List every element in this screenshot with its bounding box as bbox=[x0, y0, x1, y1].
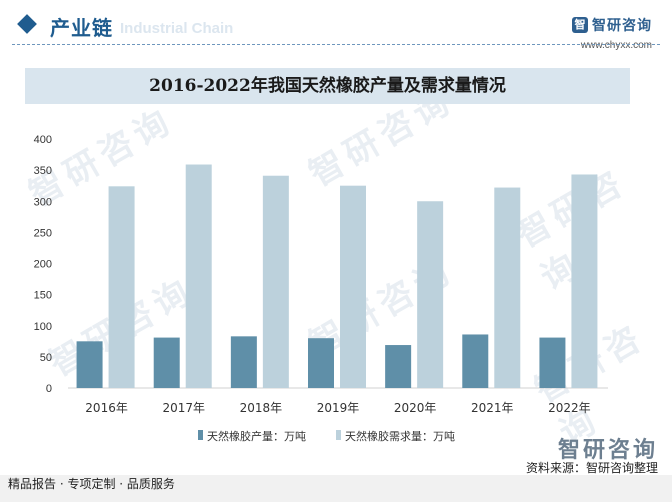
bar-production bbox=[385, 345, 412, 388]
bar-production bbox=[76, 341, 103, 388]
y-tick-label: 200 bbox=[34, 259, 52, 271]
header-divider bbox=[12, 44, 660, 45]
bar-production bbox=[462, 334, 489, 388]
bar-demand bbox=[108, 186, 135, 388]
legend-swatch bbox=[336, 430, 341, 440]
bar-production bbox=[153, 337, 180, 388]
legend-swatch bbox=[198, 430, 203, 440]
footer-slogan: 精品报告 · 专项定制 · 品质服务 bbox=[8, 477, 175, 491]
bar-production bbox=[539, 337, 566, 388]
chart-title-band: 2016-2022年我国天然橡胶产量及需求量情况 bbox=[25, 68, 630, 104]
bar-demand bbox=[417, 201, 444, 388]
bar-chart: 0 50 100 150 200 250 300 350 400 2016年 2017年 2018年 2… bbox=[34, 134, 608, 443]
x-tick-label: 2017年 bbox=[162, 401, 205, 415]
bar-demand bbox=[571, 174, 598, 388]
bar-demand bbox=[185, 164, 212, 388]
brand-url[interactable]: www.chyxx.com bbox=[580, 40, 652, 51]
y-tick-label: 50 bbox=[40, 352, 52, 364]
bar-production bbox=[230, 336, 257, 388]
source-note: 资料来源：智研咨询整理 bbox=[525, 461, 658, 475]
x-tick-label: 2022年 bbox=[548, 401, 591, 415]
bar-demand bbox=[494, 187, 521, 388]
x-tick-label: 2019年 bbox=[317, 401, 360, 415]
x-tick-label: 2016年 bbox=[85, 401, 128, 415]
y-tick-label: 150 bbox=[34, 290, 52, 302]
section-header: 产业链 Industrial Chain 智 智研咨询 www.chyxx.co… bbox=[0, 0, 672, 56]
legend-label: 天然橡胶需求量：万吨 bbox=[345, 429, 455, 443]
y-tick-label: 0 bbox=[46, 383, 52, 395]
y-tick-label: 350 bbox=[34, 165, 52, 177]
bar-demand bbox=[262, 175, 289, 388]
section-subtitle: Industrial Chain bbox=[120, 20, 234, 37]
y-tick-label: 300 bbox=[34, 196, 52, 208]
x-tick-label: 2018年 bbox=[240, 401, 283, 415]
bar-demand bbox=[340, 185, 366, 388]
brand-name: 智研咨询 bbox=[592, 18, 652, 34]
logo-icon: 智 bbox=[572, 17, 588, 33]
brand-logo[interactable]: 智 智研咨询 bbox=[572, 15, 652, 35]
x-tick-label: 2020年 bbox=[394, 401, 437, 415]
y-tick-label: 100 bbox=[34, 321, 52, 333]
bar-production bbox=[308, 338, 334, 388]
y-tick-label: 250 bbox=[34, 227, 52, 239]
y-tick-label: 400 bbox=[34, 134, 52, 146]
legend-label: 天然橡胶产量：万吨 bbox=[207, 429, 306, 443]
watermark-logo: 智研咨询 bbox=[557, 438, 658, 463]
x-tick-label: 2021年 bbox=[471, 401, 514, 415]
footer-band bbox=[0, 475, 672, 502]
section-title: 产业链 bbox=[50, 16, 113, 40]
chart-title: 2016-2022年我国天然橡胶产量及需求量情况 bbox=[149, 76, 506, 96]
